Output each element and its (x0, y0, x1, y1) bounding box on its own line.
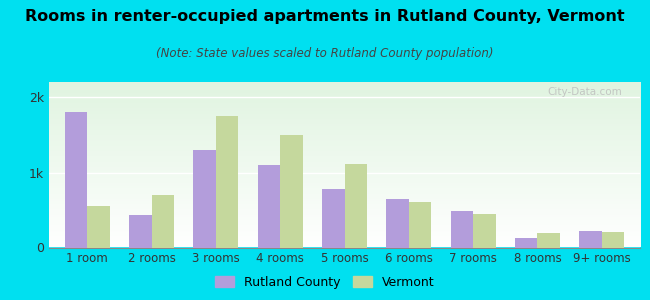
Text: (Note: State values scaled to Rutland County population): (Note: State values scaled to Rutland Co… (156, 46, 494, 59)
Bar (280, 135, 303, 248)
Bar (602, 232, 624, 247)
Bar (450, 211, 473, 248)
Legend: Rutland County, Vermont: Rutland County, Vermont (211, 271, 439, 294)
Bar (194, 150, 216, 248)
Text: Rooms in renter-occupied apartments in Rutland County, Vermont: Rooms in renter-occupied apartments in R… (25, 9, 625, 24)
Bar (473, 214, 495, 248)
Bar (216, 116, 239, 248)
Bar (344, 164, 367, 247)
Bar (87, 206, 110, 248)
Bar (151, 195, 174, 247)
Bar (65, 112, 87, 248)
Bar (386, 199, 409, 248)
Bar (322, 189, 344, 248)
Bar (409, 202, 432, 248)
Bar (579, 231, 602, 247)
Bar (538, 232, 560, 247)
Bar (515, 238, 538, 248)
Bar (257, 165, 280, 247)
Text: City-Data.com: City-Data.com (548, 87, 623, 98)
Bar (129, 215, 151, 247)
